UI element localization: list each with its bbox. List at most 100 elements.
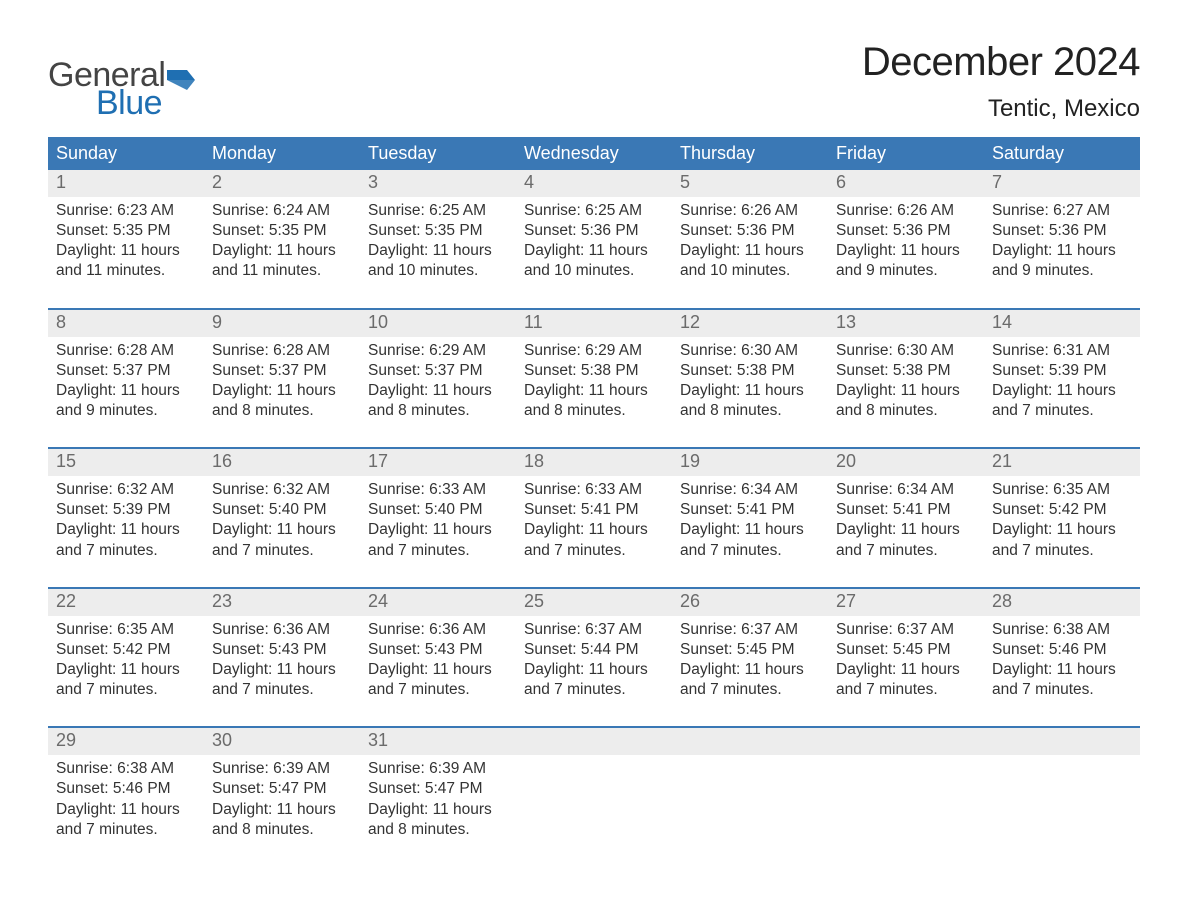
- daylight-text: Daylight: 11 hours and 7 minutes.: [680, 660, 820, 700]
- logo: General Blue: [48, 40, 199, 120]
- logo-text-blue: Blue: [96, 86, 199, 120]
- day-number: 14: [984, 310, 1140, 337]
- day-cell: Sunrise: 6:38 AMSunset: 5:46 PMDaylight:…: [48, 755, 204, 840]
- sunrise-text: Sunrise: 6:26 AM: [836, 201, 976, 221]
- day-number: 7: [984, 170, 1140, 197]
- day-number: 13: [828, 310, 984, 337]
- day-cell: Sunrise: 6:37 AMSunset: 5:45 PMDaylight:…: [828, 616, 984, 701]
- day-number: 15: [48, 449, 204, 476]
- sunrise-text: Sunrise: 6:37 AM: [680, 620, 820, 640]
- sunset-text: Sunset: 5:42 PM: [56, 640, 196, 660]
- sunset-text: Sunset: 5:35 PM: [56, 221, 196, 241]
- day-cell: Sunrise: 6:28 AMSunset: 5:37 PMDaylight:…: [48, 337, 204, 422]
- title-block: December 2024 Tentic, Mexico: [862, 40, 1140, 123]
- daylight-text: Daylight: 11 hours and 7 minutes.: [992, 660, 1132, 700]
- day-cell: Sunrise: 6:26 AMSunset: 5:36 PMDaylight:…: [828, 197, 984, 282]
- sunset-text: Sunset: 5:35 PM: [212, 221, 352, 241]
- sunset-text: Sunset: 5:41 PM: [524, 500, 664, 520]
- day-number: 9: [204, 310, 360, 337]
- sunset-text: Sunset: 5:38 PM: [680, 361, 820, 381]
- sunrise-text: Sunrise: 6:39 AM: [368, 759, 508, 779]
- month-title: December 2024: [862, 40, 1140, 85]
- day-cell: Sunrise: 6:28 AMSunset: 5:37 PMDaylight:…: [204, 337, 360, 422]
- sunset-text: Sunset: 5:44 PM: [524, 640, 664, 660]
- day-cell: [516, 755, 672, 840]
- day-number: [516, 728, 672, 755]
- sunrise-text: Sunrise: 6:39 AM: [212, 759, 352, 779]
- sunset-text: Sunset: 5:39 PM: [56, 500, 196, 520]
- sunset-text: Sunset: 5:41 PM: [680, 500, 820, 520]
- daylight-text: Daylight: 11 hours and 7 minutes.: [836, 660, 976, 700]
- day-cell: [828, 755, 984, 840]
- day-cell: [984, 755, 1140, 840]
- weekday-label: Wednesday: [516, 137, 672, 170]
- day-number: 3: [360, 170, 516, 197]
- day-cell: Sunrise: 6:30 AMSunset: 5:38 PMDaylight:…: [672, 337, 828, 422]
- day-number: 16: [204, 449, 360, 476]
- sunset-text: Sunset: 5:46 PM: [56, 779, 196, 799]
- day-number: 19: [672, 449, 828, 476]
- day-number: 29: [48, 728, 204, 755]
- day-number: 24: [360, 589, 516, 616]
- day-cell: Sunrise: 6:38 AMSunset: 5:46 PMDaylight:…: [984, 616, 1140, 701]
- day-number: 6: [828, 170, 984, 197]
- sunset-text: Sunset: 5:42 PM: [992, 500, 1132, 520]
- sunset-text: Sunset: 5:37 PM: [212, 361, 352, 381]
- sunrise-text: Sunrise: 6:35 AM: [992, 480, 1132, 500]
- day-cell: Sunrise: 6:25 AMSunset: 5:36 PMDaylight:…: [516, 197, 672, 282]
- sunrise-text: Sunrise: 6:34 AM: [836, 480, 976, 500]
- daylight-text: Daylight: 11 hours and 7 minutes.: [56, 800, 196, 840]
- day-cell: Sunrise: 6:29 AMSunset: 5:38 PMDaylight:…: [516, 337, 672, 422]
- day-cell: Sunrise: 6:33 AMSunset: 5:40 PMDaylight:…: [360, 476, 516, 561]
- day-number: [828, 728, 984, 755]
- sunset-text: Sunset: 5:43 PM: [368, 640, 508, 660]
- day-number: 18: [516, 449, 672, 476]
- day-number: 20: [828, 449, 984, 476]
- daylight-text: Daylight: 11 hours and 8 minutes.: [212, 800, 352, 840]
- day-number: 25: [516, 589, 672, 616]
- calendar: SundayMondayTuesdayWednesdayThursdayFrid…: [48, 137, 1140, 840]
- day-cell: Sunrise: 6:36 AMSunset: 5:43 PMDaylight:…: [204, 616, 360, 701]
- daynum-row: 15161718192021: [48, 449, 1140, 476]
- weeks-container: 1234567Sunrise: 6:23 AMSunset: 5:35 PMDa…: [48, 170, 1140, 840]
- daylight-text: Daylight: 11 hours and 8 minutes.: [368, 800, 508, 840]
- sunset-text: Sunset: 5:46 PM: [992, 640, 1132, 660]
- day-cell: Sunrise: 6:37 AMSunset: 5:44 PMDaylight:…: [516, 616, 672, 701]
- sunset-text: Sunset: 5:47 PM: [368, 779, 508, 799]
- daynum-row: 891011121314: [48, 310, 1140, 337]
- daylight-text: Daylight: 11 hours and 11 minutes.: [56, 241, 196, 281]
- sunset-text: Sunset: 5:45 PM: [680, 640, 820, 660]
- sunrise-text: Sunrise: 6:23 AM: [56, 201, 196, 221]
- day-cell: Sunrise: 6:39 AMSunset: 5:47 PMDaylight:…: [204, 755, 360, 840]
- daylight-text: Daylight: 11 hours and 7 minutes.: [524, 660, 664, 700]
- weekday-label: Friday: [828, 137, 984, 170]
- sunrise-text: Sunrise: 6:32 AM: [212, 480, 352, 500]
- day-cell: Sunrise: 6:30 AMSunset: 5:38 PMDaylight:…: [828, 337, 984, 422]
- daylight-text: Daylight: 11 hours and 9 minutes.: [992, 241, 1132, 281]
- day-cell: Sunrise: 6:36 AMSunset: 5:43 PMDaylight:…: [360, 616, 516, 701]
- sunset-text: Sunset: 5:35 PM: [368, 221, 508, 241]
- sunrise-text: Sunrise: 6:27 AM: [992, 201, 1132, 221]
- sunset-text: Sunset: 5:39 PM: [992, 361, 1132, 381]
- day-number: 8: [48, 310, 204, 337]
- sunrise-text: Sunrise: 6:30 AM: [680, 341, 820, 361]
- day-cell: Sunrise: 6:33 AMSunset: 5:41 PMDaylight:…: [516, 476, 672, 561]
- day-number: 23: [204, 589, 360, 616]
- day-number: 21: [984, 449, 1140, 476]
- sunset-text: Sunset: 5:36 PM: [992, 221, 1132, 241]
- daylight-text: Daylight: 11 hours and 7 minutes.: [524, 520, 664, 560]
- daylight-text: Daylight: 11 hours and 11 minutes.: [212, 241, 352, 281]
- sunrise-text: Sunrise: 6:37 AM: [524, 620, 664, 640]
- sunrise-text: Sunrise: 6:33 AM: [368, 480, 508, 500]
- sunrise-text: Sunrise: 6:24 AM: [212, 201, 352, 221]
- location: Tentic, Mexico: [862, 95, 1140, 123]
- day-number: 10: [360, 310, 516, 337]
- week-row: 22232425262728Sunrise: 6:35 AMSunset: 5:…: [48, 587, 1140, 701]
- sunrise-text: Sunrise: 6:37 AM: [836, 620, 976, 640]
- weekday-label: Saturday: [984, 137, 1140, 170]
- daylight-text: Daylight: 11 hours and 7 minutes.: [368, 660, 508, 700]
- daylight-text: Daylight: 11 hours and 8 minutes.: [680, 381, 820, 421]
- day-cell: Sunrise: 6:39 AMSunset: 5:47 PMDaylight:…: [360, 755, 516, 840]
- sunset-text: Sunset: 5:36 PM: [680, 221, 820, 241]
- sunrise-text: Sunrise: 6:30 AM: [836, 341, 976, 361]
